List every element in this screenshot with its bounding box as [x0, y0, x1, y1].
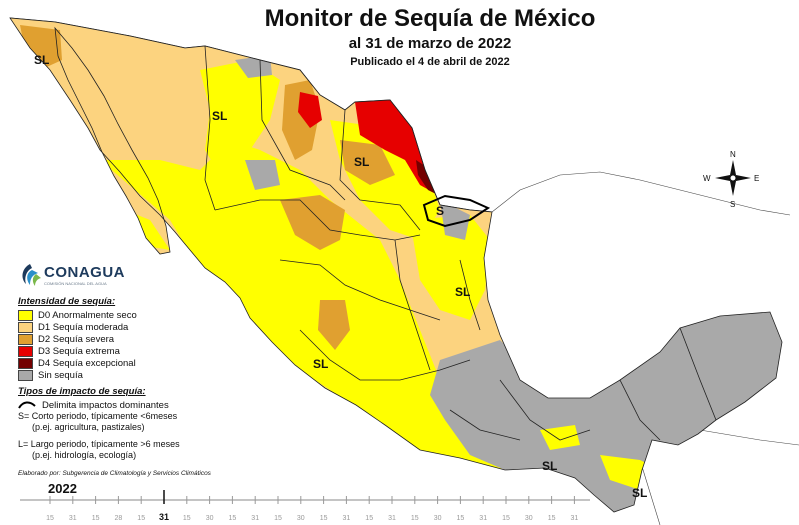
- d0-region: [540, 425, 580, 450]
- timeline-tick-label: 31: [159, 512, 169, 522]
- legend: Intensidad de sequía: D0 Anormalmente se…: [18, 294, 278, 461]
- timeline-tick-label: 15: [320, 515, 328, 522]
- label-sl: SL: [212, 109, 227, 123]
- long-term-note: L= Largo periodo, típicamente >6 meses: [18, 439, 180, 449]
- timeline-tick-label: 31: [251, 515, 259, 522]
- timeline-tick-label: 15: [46, 515, 54, 522]
- d0-region: [100, 140, 520, 470]
- compass-e: E: [754, 174, 759, 183]
- long-term-example: (p.ej. hidrología, ecología): [32, 450, 137, 460]
- legend-intensity-header: Intensidad de sequía:: [18, 296, 116, 307]
- timeline-tick-label: 15: [457, 515, 465, 522]
- timeline-tick-label: 30: [297, 515, 305, 522]
- timeline-tick-label: 15: [92, 515, 100, 522]
- no-drought-region: [440, 200, 470, 240]
- legend-item: D2 Sequía severa: [18, 333, 278, 345]
- label-sl: SL: [455, 285, 470, 299]
- timeline-tick-label: 15: [137, 515, 145, 522]
- legend-label: D0 Anormalmente seco: [38, 309, 137, 321]
- timeline-tick-label: 31: [69, 515, 77, 522]
- legend-impact-header: Tipos de impacto de sequía:: [18, 386, 146, 397]
- compass-icon: N S E W: [703, 150, 759, 209]
- impact-boundary: [422, 194, 491, 228]
- timeline-tick-label: 15: [548, 515, 556, 522]
- label-sl: SL: [542, 459, 557, 473]
- timeline-tick-label: 31: [388, 515, 396, 522]
- d2-region: [280, 195, 345, 250]
- credit-line: Elaborado por: Subgerencia de Climatolog…: [18, 470, 211, 477]
- compass-w: W: [703, 174, 711, 183]
- legend-impact-line: Delimita impactos dominantes: [18, 399, 278, 411]
- map-title: Monitor de Sequía de México: [264, 5, 596, 32]
- conagua-logo: CONAGUA COMISIÓN NACIONAL DEL AGUA: [18, 262, 128, 292]
- impact-line-label: Delimita impactos dominantes: [42, 399, 169, 411]
- no-drought-region: [245, 160, 280, 190]
- legend-label: D2 Sequía severa: [38, 333, 115, 345]
- timeline-tick-label: 30: [434, 515, 442, 522]
- legend-label: D3 Sequía extrema: [38, 345, 120, 357]
- legend-item: D0 Anormalmente seco: [18, 309, 278, 321]
- legend-label: D1 Sequía moderada: [38, 321, 129, 333]
- timeline-tick-label: 15: [183, 515, 191, 522]
- label-sl: SL: [313, 357, 328, 371]
- compass-n: N: [730, 150, 736, 159]
- impact-labels: SL SL SL SL SL SL SL S: [34, 53, 647, 500]
- timeline-tick-label: 30: [525, 515, 533, 522]
- legend-item: D1 Sequía moderada: [18, 321, 278, 333]
- timeline-tick-label: 15: [502, 515, 510, 522]
- impact-line-icon: [18, 401, 36, 409]
- published-date: Publicado el 4 de abril de 2022: [350, 56, 510, 68]
- legend-categories: D0 Anormalmente seco D1 Sequía moderada D2…: [18, 309, 278, 381]
- d2-region: [340, 140, 395, 185]
- label-sl: SL: [354, 155, 369, 169]
- d3-region: [355, 100, 438, 195]
- legend-swatch: [18, 357, 33, 369]
- timeline-tick-label: 30: [206, 515, 214, 522]
- timeline-tick-label: 15: [229, 515, 237, 522]
- conagua-emblem-icon: [22, 264, 41, 286]
- title-block: Monitor de Sequía de México al 31 de mar…: [200, 4, 660, 71]
- d0-region: [410, 215, 490, 320]
- legend-swatch: [18, 369, 33, 381]
- legend-swatch: [18, 333, 33, 345]
- timeline-tick-label: 15: [411, 515, 419, 522]
- timeline-year: 2022: [48, 481, 77, 496]
- legend-item: Sin sequía: [18, 369, 278, 381]
- timeline-tick-label: 15: [365, 515, 373, 522]
- legend-swatch: [18, 321, 33, 333]
- label-sl: SL: [34, 53, 49, 67]
- short-term-example: (p.ej. agricultura, pastizales): [32, 422, 145, 432]
- compass-s: S: [730, 200, 735, 209]
- timeline-tick-label: 31: [343, 515, 351, 522]
- d2-region: [318, 300, 350, 350]
- d3-region: [298, 92, 322, 128]
- d2-region: [20, 25, 62, 70]
- legend-label: Sin sequía: [38, 369, 83, 381]
- state-borders: [9, 17, 783, 513]
- map-date: al 31 de marzo de 2022: [348, 35, 512, 52]
- legend-item: D4 Sequía excepcional: [18, 357, 278, 369]
- timeline-tick-label: 31: [479, 515, 487, 522]
- legend-item: D3 Sequía extrema: [18, 345, 278, 357]
- label-sl: SL: [632, 486, 647, 500]
- label-s: S: [436, 204, 444, 218]
- legend-label: D4 Sequía excepcional: [38, 357, 136, 369]
- logo-name: CONAGUA: [44, 264, 125, 281]
- timeline: 15 31 15 28 15 31 15 30 15 31 15 30 15 31 15 31 15 30 15 31…: [20, 490, 590, 522]
- timeline-tick-label: 28: [115, 515, 123, 522]
- logo-subtitle: COMISIÓN NACIONAL DEL AGUA: [44, 281, 107, 286]
- coastline-gulf: [491, 171, 791, 216]
- legend-swatch: [18, 345, 33, 357]
- timeline-tick-label: 31: [571, 515, 579, 522]
- d0-region: [200, 60, 280, 175]
- short-term-note: S= Corto periodo, típicamente <6meses: [18, 411, 178, 421]
- timeline-tick-label: 15: [274, 515, 282, 522]
- legend-swatch: [18, 309, 33, 321]
